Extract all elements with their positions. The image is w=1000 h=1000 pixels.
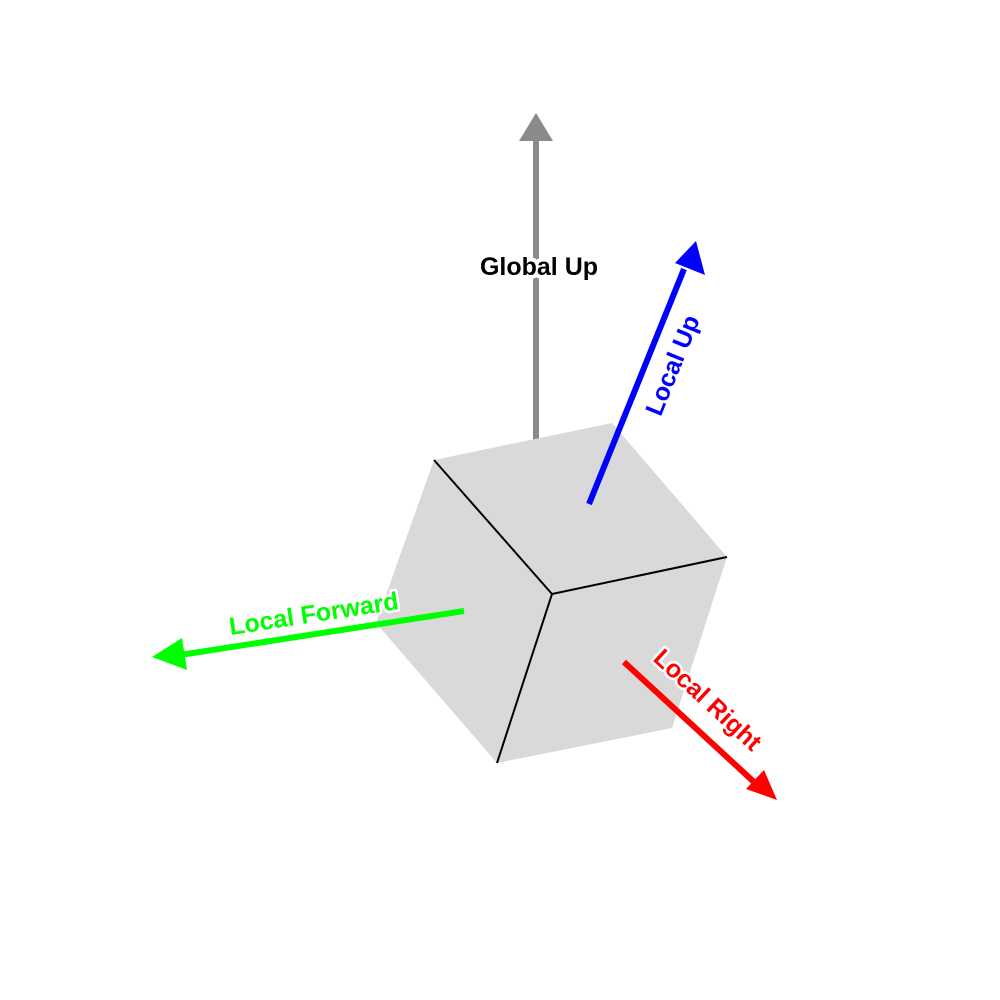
global-up-label: Global Up (480, 253, 598, 281)
local-right-arrowhead (746, 770, 777, 800)
local-up-arrow (586, 241, 705, 506)
local-up-label: Local Up (640, 311, 706, 419)
local-up-shaft (586, 267, 687, 506)
global-up-arrowhead (519, 113, 553, 141)
local-up-arrowhead (675, 241, 705, 275)
cube-edge-bottom (496, 593, 553, 764)
local-right-arrow (621, 659, 777, 800)
local-right-shaft (621, 659, 757, 785)
cube-edge-right (551, 556, 728, 595)
local-forward-shaft (179, 608, 465, 658)
global-up-label-halo: Global Up (480, 253, 598, 281)
local-forward-arrowhead (152, 638, 187, 670)
local-forward-arrow (152, 608, 465, 670)
cube-edge-top-left (433, 459, 553, 595)
global-up-arrow (519, 113, 553, 440)
